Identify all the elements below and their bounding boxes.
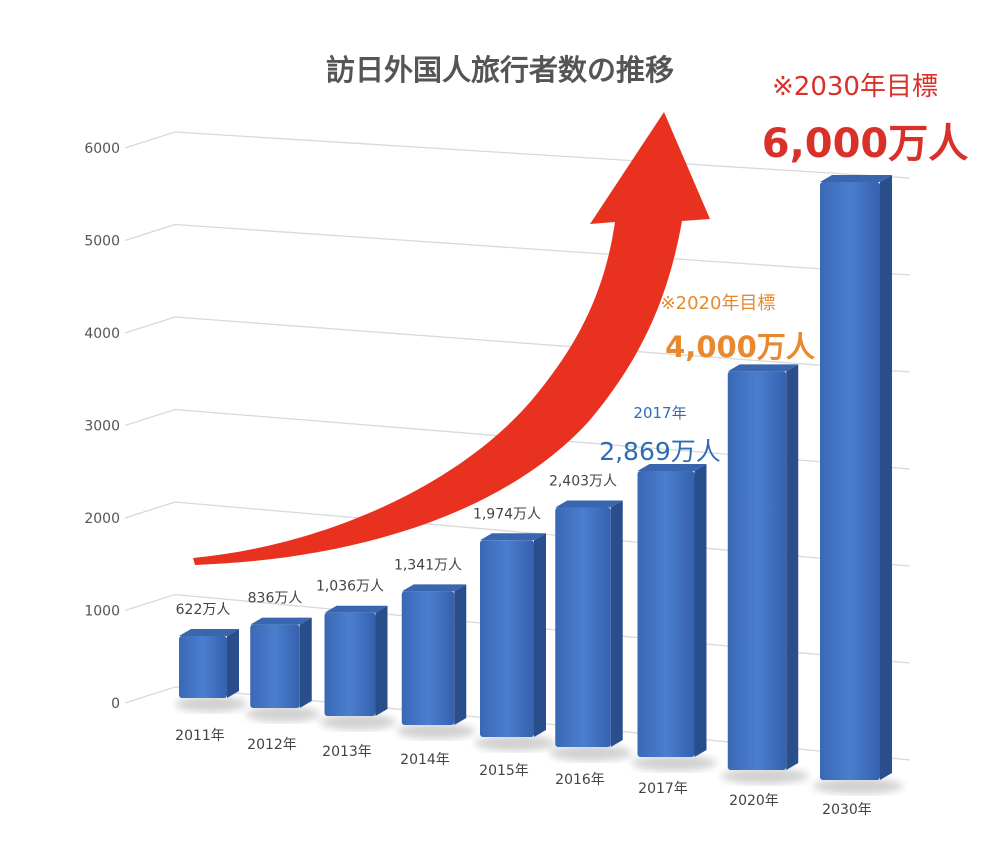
bar-shadow [813, 778, 903, 794]
chart-title: 訪日外国人旅行者数の推移 [326, 53, 674, 87]
bars [175, 175, 903, 794]
bar-shadow [474, 735, 556, 751]
x-tick-label: 2030年 [822, 802, 872, 818]
x-tick-label: 2020年 [729, 793, 779, 809]
y-axis-ticks: 0 1000 2000 3000 4000 5000 6000 [84, 141, 120, 712]
x-tick-label: 2017年 [638, 781, 688, 797]
x-axis-labels: 2011年 2012年 2013年 2014年 2015年 2016年 2017年 2020年… [175, 728, 872, 818]
bar-front [324, 612, 376, 716]
data-label: 836万人 [248, 591, 303, 607]
bar-front [179, 636, 227, 698]
x-tick-label: 2013年 [322, 744, 372, 760]
red-arrow-icon [193, 112, 710, 565]
bar-shadow [319, 714, 397, 730]
y-tick-label: 1000 [84, 604, 120, 620]
bar-side [375, 605, 388, 716]
bar-side [454, 584, 467, 725]
gridline [124, 223, 911, 276]
annotation-2030-target-label: ※2030年目標 [772, 72, 938, 102]
bar-side [880, 175, 892, 780]
bar-top [250, 617, 312, 625]
bar-front [555, 507, 611, 747]
data-label: 2,403万人 [549, 474, 617, 490]
y-tick-label: 3000 [84, 419, 120, 435]
bar-top [179, 629, 239, 637]
bar-top [324, 605, 388, 613]
bar-side [299, 617, 312, 708]
bar-front [250, 624, 300, 708]
bar-top [480, 533, 546, 541]
bar-shadow [631, 755, 717, 771]
annotation-2030-target-value: 6,000万人 [762, 121, 969, 167]
bar-top [820, 175, 892, 182]
bar-2013年 [319, 605, 397, 730]
bar-front [727, 371, 787, 770]
value-labels: 622万人 836万人 1,036万人 1,341万人 1,974万人 2,403万人 [176, 474, 617, 619]
gridline [124, 316, 911, 373]
bar-2020年 [721, 364, 809, 784]
bar-side [694, 464, 707, 757]
bar-side [534, 533, 546, 737]
y-tick-label: 5000 [84, 234, 120, 250]
y-tick-label: 2000 [84, 511, 120, 527]
annotation-2017-value: 2,869万人 [599, 437, 721, 466]
bar-side [786, 364, 799, 770]
x-tick-label: 2015年 [479, 763, 529, 779]
y-tick-label: 4000 [84, 326, 120, 342]
annotation-2017-year: 2017年 [633, 404, 686, 422]
bar-top [637, 464, 707, 472]
bar-front [637, 471, 695, 757]
bar-side [227, 629, 239, 698]
data-label: 1,341万人 [394, 557, 462, 573]
bar-top [555, 500, 623, 508]
bar-side [610, 500, 623, 747]
bar-front [480, 540, 534, 737]
bar-shadow [396, 723, 476, 739]
data-label: 622万人 [176, 602, 231, 618]
y-tick-label: 6000 [84, 141, 120, 157]
data-label: 1,036万人 [316, 579, 384, 595]
bar-2012年 [245, 617, 321, 722]
bar-top [401, 584, 467, 592]
bar-front [820, 182, 880, 780]
bar-shadow [245, 706, 321, 722]
y-tick-label: 0 [111, 696, 120, 712]
bar-front [401, 591, 455, 725]
growth-arrow [193, 112, 710, 565]
bar-shadow [549, 745, 633, 761]
bar-2011年 [175, 629, 247, 712]
annotation-2020-target-label: ※2020年目標 [661, 293, 776, 314]
bar-shadow [175, 696, 247, 712]
bar-2014年 [396, 584, 476, 739]
data-label: 1,974万人 [473, 506, 541, 522]
bar-2030年 [813, 175, 903, 794]
x-tick-label: 2012年 [247, 737, 297, 753]
annotation-2020-target-value: 4,000万人 [665, 330, 815, 364]
gridline [124, 408, 911, 470]
bar-2015年 [474, 533, 556, 751]
x-tick-label: 2011年 [175, 728, 225, 744]
bar-2016年 [549, 500, 633, 761]
gridlines [124, 131, 911, 761]
x-tick-label: 2014年 [400, 752, 450, 768]
bar-top [727, 364, 799, 372]
bar-shadow [721, 768, 809, 784]
x-tick-label: 2016年 [555, 772, 605, 788]
bar-2017年 [631, 464, 717, 771]
